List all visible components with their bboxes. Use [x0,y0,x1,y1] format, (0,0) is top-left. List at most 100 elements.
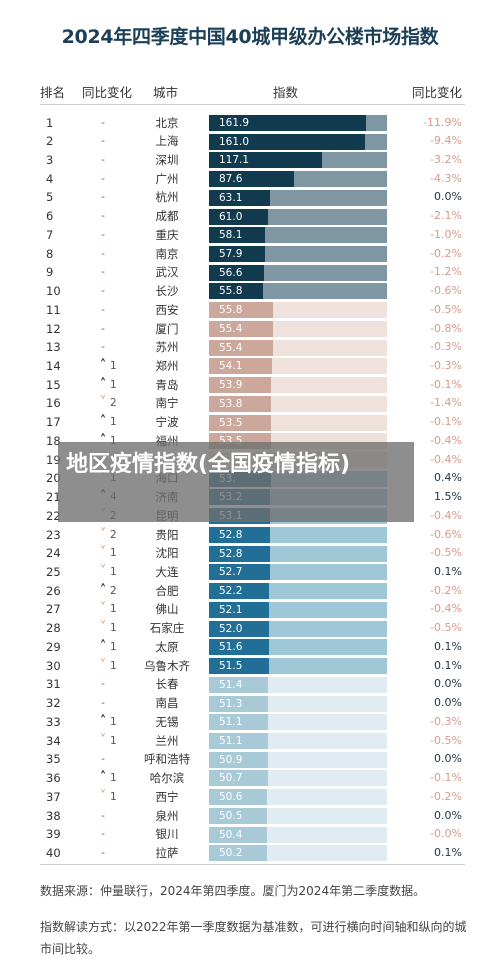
rank-change: ˄ 1 [96,638,136,657]
table-row: 40 - 拉萨 50.2 0.1% [0,844,500,863]
bar [209,732,269,749]
yoy-change-label: -0.4% [430,602,462,616]
bar-track: 53.5 [209,414,387,431]
rank-label: 32 [46,696,61,711]
rank-change: - [96,226,136,245]
yoy-change-label: 0.0% [434,808,462,822]
rank-label: 38 [46,808,61,823]
yoy-change-label: -0.1% [430,377,462,391]
rank-change: - [96,301,136,320]
rank-change: - [96,320,136,339]
yoy-change-label: -1.0% [430,227,462,241]
rank-label: 13 [46,340,61,355]
yoy-change-label: -0.5% [430,621,462,635]
rank-change: ˅1 [96,563,136,582]
bar-track: 52.1 [209,601,387,618]
bar-track: 57.9 [209,246,387,262]
rank-change-count: 2 [110,397,117,410]
bar-track: 51.1 [209,714,387,731]
bar-value-label: 161.9 [219,116,250,129]
table-row: 2 - 上海 161.0 -9.4% [0,132,500,151]
city-label: 深圳 [155,152,179,167]
yoy-change-label: -0.5% [430,733,462,747]
rank-label: 5 [46,190,54,205]
city-label: 上海 [155,134,179,149]
rank-change: ˄ 1 [96,432,136,451]
data-source-note: 数据来源：仲量联行，2024年第四季度。厦门为2024年第二季度数据。 [40,884,426,898]
bar-value-label: 52.7 [219,566,243,579]
table-row: 28 ˅ 1 石家庄 52.0 -0.5% [0,619,500,638]
rank-label: 20 [46,471,61,486]
bar-value-label: 61.0 [219,210,243,223]
bar-value-label: 51.3 [219,697,243,710]
header-rank: 排名 [40,85,66,100]
city-label: 合肥 [155,583,179,598]
rank-label: 19 [46,452,61,467]
yoy-change-label: -11.9% [423,115,462,129]
rank-label: 18 [46,433,61,448]
bar-track: 50.5 [209,807,387,824]
bar-value-label: 50.4 [219,828,243,841]
overlay-banner [58,442,414,522]
rank-change-count: 1 [110,434,117,447]
yoy-change-label: -1.2% [430,265,462,279]
rank-change-count: 1 [110,790,117,803]
yoy-change-label: 0.0% [434,696,462,710]
bar [209,283,263,300]
table-row: 6 - 成都 61.0 -2.1% [0,207,500,226]
rank-change: - [96,263,136,282]
bar-value-label: 57.9 [219,248,243,260]
bar-value-label: 50.2 [219,847,243,860]
rank-change: - [96,338,136,357]
rank-label: 36 [46,771,61,786]
bar [209,246,265,262]
header-yoy-change: 同比变化 [412,85,463,100]
yoy-change-label: -0.0% [430,827,462,841]
bar-value-label: 51.4 [219,678,243,691]
dash-icon: - [101,846,105,859]
bar [209,227,266,244]
rank-label: 8 [46,246,54,261]
table-row: 34 ˅ 1 兰州 51.1 -0.5% [0,732,500,751]
dash-icon: - [101,322,105,335]
bar-track: 63.1 [209,189,387,206]
dash-icon: - [101,191,105,204]
bar-value-label: 55.8 [219,285,243,298]
bar-value-label: 87.6 [219,173,243,186]
rank-label: 9 [46,265,54,280]
rank-change-count: 1 [110,603,117,616]
rank-label: 14 [46,358,61,373]
table-row: 25 ˅ 1 大连 52.7 0.1% [0,563,500,582]
bar [209,339,274,356]
bar [209,695,269,712]
bar-value-label: 55.8 [219,304,243,317]
rank-change: - [96,675,136,694]
bar-track: 52.0 [209,620,387,637]
rank-label: 23 [46,527,61,542]
rank-label: 12 [46,321,61,336]
rank-label: 22 [46,508,61,523]
header-city: 城市 [153,85,179,100]
rank-change-count: 1 [110,416,117,429]
rank-label: 35 [46,752,61,767]
city-label: 贵阳 [155,527,179,542]
yoy-change-label: -0.1% [430,415,462,429]
rank-label: 31 [46,677,61,692]
table-row: 27 ˅ 1 佛山 52.1 -0.4% [0,600,500,619]
rank-change-count: 1 [110,359,117,372]
bar-value-label: 117.1 [219,154,250,167]
rank-change: - [96,114,136,133]
bar [209,620,270,637]
table-row: 9 - 武汉 56.6 -1.2% [0,263,500,282]
bar-track: 58.1 [209,227,387,244]
bar [209,377,272,394]
bar [209,320,274,337]
rank-change-count: 1 [110,547,117,560]
yoy-change-label: -0.6% [430,527,462,541]
rank-change: - [96,825,136,844]
table-row: 23 ˅ 2 贵阳 52.8 -0.6% [0,526,500,545]
arrow-up-icon: ˄ [99,582,107,598]
arrow-up-icon: ˄ [99,376,107,392]
bar-value-label: 51.1 [219,716,243,729]
rank-change: - [96,245,136,264]
